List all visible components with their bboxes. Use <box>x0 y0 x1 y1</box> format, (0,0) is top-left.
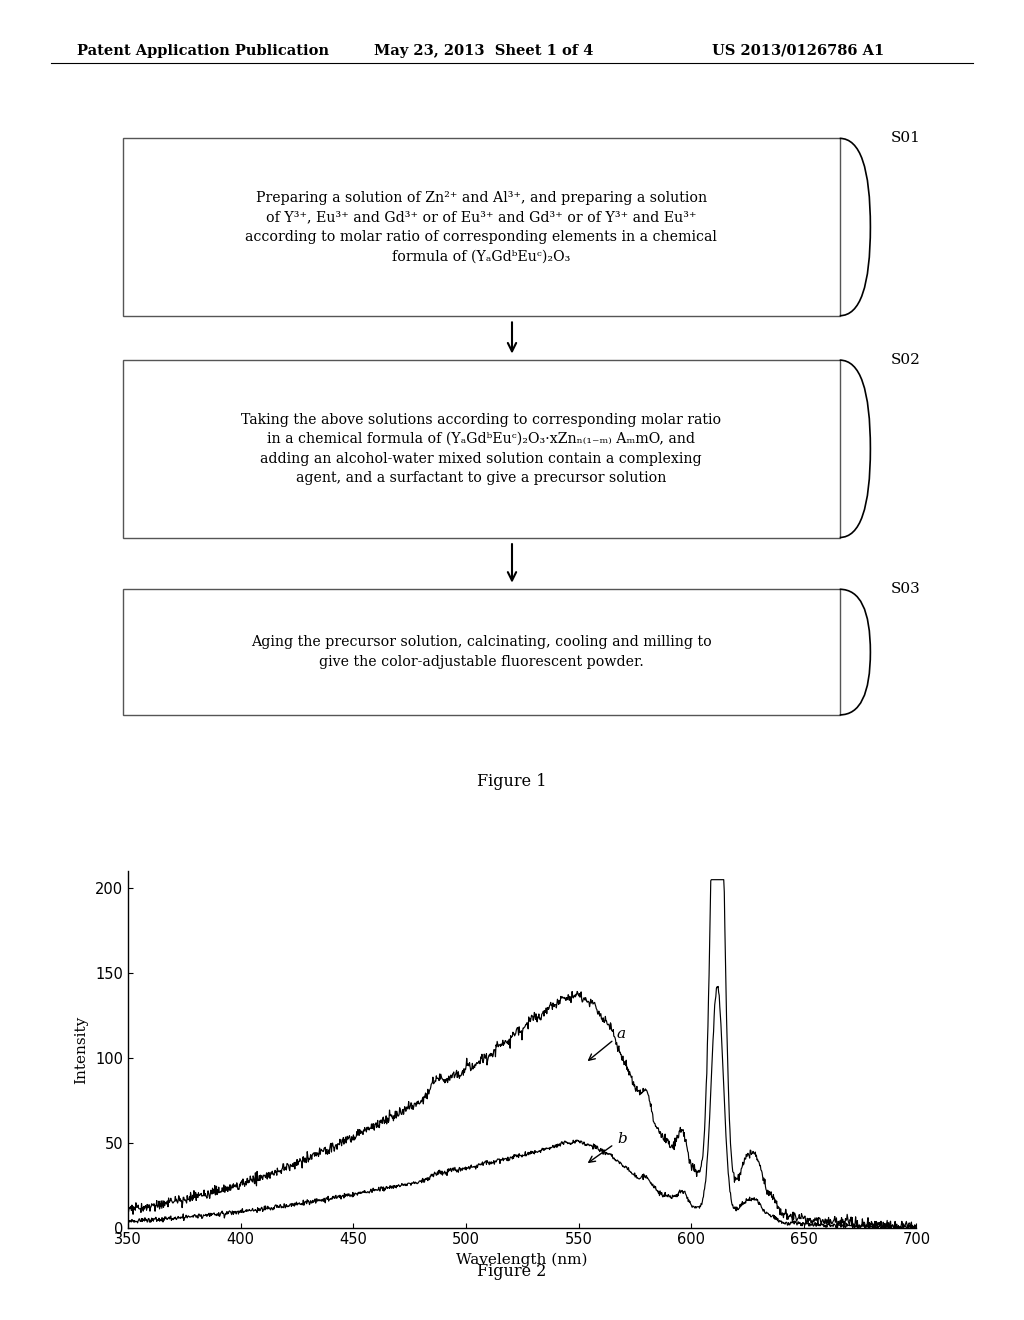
Text: Patent Application Publication: Patent Application Publication <box>77 44 329 58</box>
X-axis label: Wavelength (nm): Wavelength (nm) <box>457 1253 588 1267</box>
Text: b: b <box>589 1131 627 1163</box>
Text: S03: S03 <box>891 582 921 595</box>
Text: Taking the above solutions according to corresponding molar ratio
in a chemical : Taking the above solutions according to … <box>242 413 721 484</box>
Text: Aging the precursor solution, calcinating, cooling and milling to
give the color: Aging the precursor solution, calcinatin… <box>251 635 712 669</box>
Text: May 23, 2013  Sheet 1 of 4: May 23, 2013 Sheet 1 of 4 <box>374 44 593 58</box>
Y-axis label: Intensity: Intensity <box>74 1015 88 1084</box>
Text: S02: S02 <box>891 352 921 367</box>
Text: Preparing a solution of Zn²⁺ and Al³⁺, and preparing a solution
of Y³⁺, Eu³⁺ and: Preparing a solution of Zn²⁺ and Al³⁺, a… <box>246 191 717 263</box>
FancyBboxPatch shape <box>123 360 840 537</box>
FancyBboxPatch shape <box>123 589 840 715</box>
Text: Figure 2: Figure 2 <box>477 1263 547 1279</box>
Text: Figure 1: Figure 1 <box>477 774 547 789</box>
Text: a: a <box>589 1027 626 1060</box>
Text: S01: S01 <box>891 131 921 145</box>
Text: US 2013/0126786 A1: US 2013/0126786 A1 <box>712 44 884 58</box>
FancyBboxPatch shape <box>123 139 840 315</box>
